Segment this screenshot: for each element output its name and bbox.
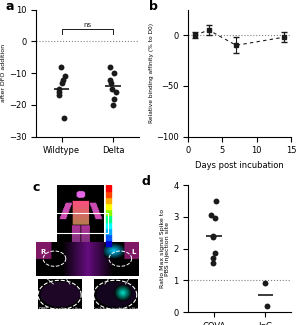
X-axis label: Days post incubation: Days post incubation — [195, 161, 284, 170]
Point — [109, 80, 114, 85]
Point — [211, 235, 215, 240]
Point — [62, 115, 67, 120]
Point — [56, 93, 61, 98]
Point — [61, 77, 66, 82]
Text: c: c — [33, 181, 40, 194]
Text: ns: ns — [83, 22, 92, 28]
Bar — [106, 240, 111, 246]
Text: d: d — [142, 175, 151, 188]
Bar — [106, 197, 111, 203]
Point — [57, 86, 62, 92]
Point — [108, 64, 113, 70]
Point — [108, 77, 113, 82]
Point — [58, 64, 63, 70]
Point — [211, 233, 215, 239]
Point — [211, 260, 216, 266]
Point — [57, 90, 62, 95]
Text: R: R — [40, 249, 46, 254]
Bar — [106, 228, 111, 234]
Y-axis label: % binding change
after DFO addition: % binding change after DFO addition — [0, 44, 6, 102]
Point — [209, 213, 214, 218]
Point — [112, 71, 116, 76]
Bar — [106, 209, 111, 215]
Text: Spike injection site: Spike injection site — [92, 307, 138, 312]
Text: L: L — [132, 249, 136, 254]
Point — [212, 251, 217, 256]
Bar — [106, 203, 111, 209]
Text: a: a — [5, 0, 14, 13]
Point — [112, 96, 117, 101]
Y-axis label: Ratio Max signal Spike to
PBS injection site: Ratio Max signal Spike to PBS injection … — [160, 209, 170, 288]
Point — [113, 90, 118, 95]
Text: b: b — [149, 0, 158, 13]
Bar — [106, 222, 111, 228]
Point — [62, 74, 67, 79]
Bar — [106, 234, 111, 240]
Bar — [106, 191, 111, 197]
Point — [263, 281, 268, 286]
Text: PBS injection site: PBS injection site — [39, 307, 81, 312]
Point — [60, 80, 65, 85]
Point — [111, 102, 116, 108]
Point — [110, 86, 114, 92]
Bar — [106, 185, 111, 191]
Point — [264, 303, 269, 308]
Bar — [106, 215, 111, 222]
Y-axis label: Relative binding affinity (% to D0): Relative binding affinity (% to D0) — [149, 23, 154, 123]
Point — [211, 255, 216, 261]
Point — [213, 216, 218, 221]
Point — [214, 198, 218, 203]
